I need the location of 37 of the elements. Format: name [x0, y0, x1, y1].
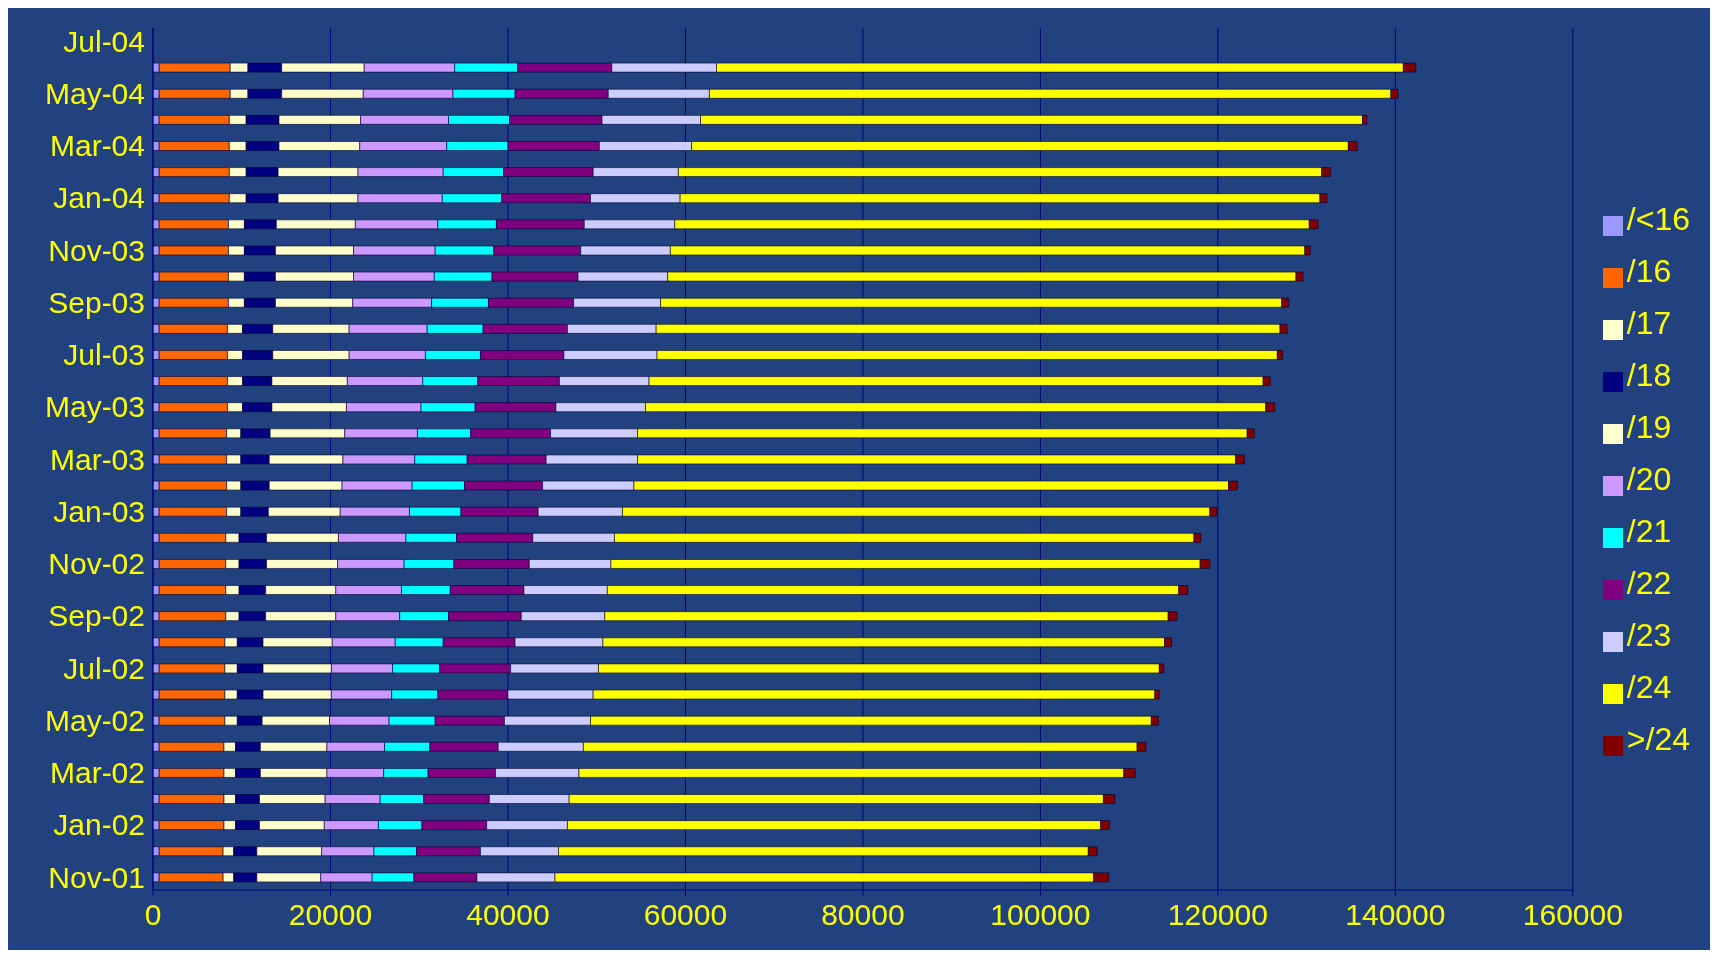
legend-label: /22: [1626, 565, 1672, 601]
x-tick-label: 0: [144, 898, 162, 932]
x-tick-label: 160000: [1522, 898, 1623, 932]
x-tick-label: 40000: [466, 898, 550, 932]
y-tick-label: Nov-01: [48, 860, 145, 894]
legend-label: /24: [1626, 669, 1672, 705]
y-tick-label: Nov-03: [48, 233, 145, 267]
legend-label: /20: [1626, 461, 1672, 497]
legend-label: /23: [1626, 617, 1672, 653]
y-tick-label: Mar-04: [49, 129, 145, 163]
x-tick-label: 100000: [990, 898, 1091, 932]
y-tick-label: May-03: [44, 390, 145, 424]
legend-label: /16: [1626, 253, 1672, 289]
x-tick-label: 20000: [288, 898, 373, 932]
y-tick-label: Jan-02: [53, 808, 145, 842]
x-tick-label: 60000: [643, 898, 728, 932]
y-tick-label: Jan-04: [53, 181, 145, 215]
y-tick-label: Sep-03: [48, 285, 145, 319]
legend-label: >/24: [1626, 721, 1690, 757]
x-tick-label: 120000: [1167, 898, 1268, 932]
y-tick-label: Jul-04: [63, 24, 145, 58]
legend-label: /<16: [1626, 201, 1690, 237]
legend-label: /17: [1626, 305, 1672, 341]
legend-label: /21: [1626, 513, 1672, 549]
y-tick-label: Nov-02: [48, 547, 145, 581]
y-tick-label: Jan-03: [53, 494, 145, 528]
y-tick-label: Mar-03: [49, 442, 145, 476]
y-tick-label: Mar-02: [49, 756, 145, 790]
y-tick-label: May-02: [44, 703, 145, 737]
y-tick-label: May-04: [44, 76, 145, 110]
x-tick-label: 140000: [1345, 898, 1446, 932]
legend-label: /18: [1626, 357, 1672, 393]
x-tick-label: 80000: [821, 898, 905, 932]
y-tick-label: Jul-03: [63, 338, 145, 372]
y-tick-label: Sep-02: [48, 599, 145, 633]
y-tick-label: Jul-02: [63, 651, 145, 685]
legend-label: /19: [1626, 409, 1672, 445]
